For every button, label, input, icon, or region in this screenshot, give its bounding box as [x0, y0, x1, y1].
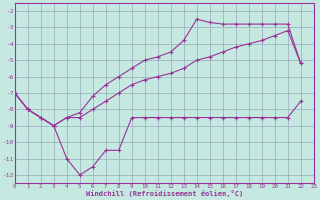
X-axis label: Windchill (Refroidissement éolien,°C): Windchill (Refroidissement éolien,°C): [85, 190, 243, 197]
